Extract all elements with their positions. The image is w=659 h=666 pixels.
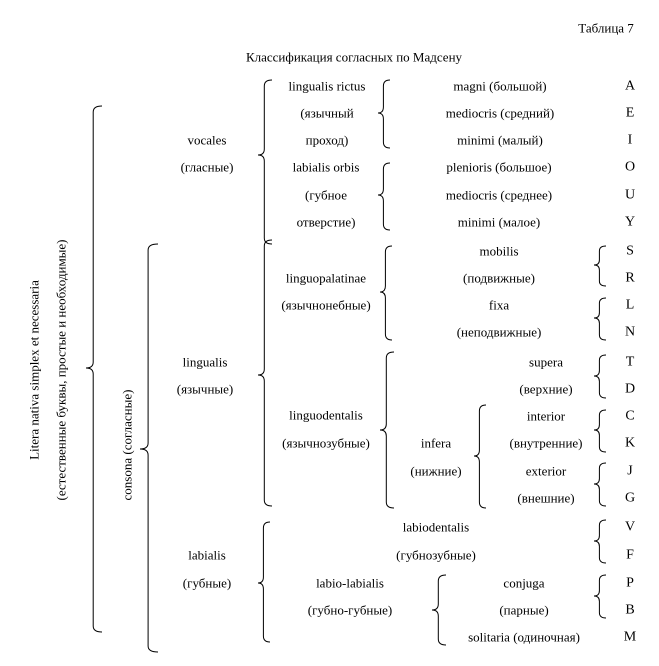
supera-latin: supera bbox=[529, 354, 563, 370]
letter-a: A bbox=[624, 78, 636, 94]
brace-linguodentalis bbox=[379, 351, 395, 509]
rictus-item-minimi: minimi (малый) bbox=[457, 132, 543, 148]
brace-infera bbox=[473, 404, 487, 509]
vocales-latin: vocales bbox=[187, 132, 227, 148]
conjuga-ru: (парные) bbox=[499, 602, 549, 618]
lingualis-rictus-latin: lingualis rictus bbox=[288, 78, 366, 94]
infera-latin: infera bbox=[420, 435, 452, 451]
rictus-item-mediocris: mediocris (средний) bbox=[445, 105, 555, 121]
letter-n: N bbox=[624, 324, 636, 340]
consona-label: consona (согласные) bbox=[119, 389, 135, 501]
brace-linguopalatinae bbox=[379, 245, 393, 341]
labiodentalis-latin: labiodentalis bbox=[402, 519, 470, 535]
labio-labialis-ru: (губно-губные) bbox=[307, 602, 393, 618]
diagram-title: Классификация согласных по Мадсену bbox=[245, 49, 463, 65]
labialis-orbis-ru2: отверстие) bbox=[296, 214, 356, 230]
brace-letters-vf bbox=[593, 519, 607, 564]
labialis-orbis-ru1: (губное bbox=[305, 187, 347, 203]
mobilis-latin: mobilis bbox=[479, 243, 519, 259]
mobilis-ru: (подвижные) bbox=[463, 270, 535, 286]
letter-v: V bbox=[624, 519, 636, 535]
brace-vocales bbox=[257, 79, 273, 245]
conjuga-latin: conjuga bbox=[503, 575, 545, 591]
labiodentalis-ru: (губнозубные) bbox=[396, 547, 476, 563]
brace-lingualis bbox=[257, 239, 273, 507]
root-label-line1: Litera nativa simplex et necessaria bbox=[26, 280, 42, 460]
letter-l: L bbox=[625, 297, 635, 313]
rictus-item-magni: magni (большой) bbox=[453, 78, 547, 94]
labialis-ru: (губные) bbox=[182, 575, 232, 591]
labio-labialis-latin: labio-labialis bbox=[316, 575, 384, 591]
letter-p: P bbox=[626, 575, 634, 591]
brace-letters-jg bbox=[593, 462, 607, 507]
vocales-ru: (гласные) bbox=[180, 159, 234, 175]
fixa-latin: fixa bbox=[488, 297, 510, 313]
letter-c: C bbox=[625, 408, 635, 424]
letter-o: O bbox=[624, 159, 636, 175]
orbis-item-mediocris: mediocris (среднее) bbox=[445, 187, 553, 203]
lingualis-rictus-ru1: (язычный bbox=[300, 105, 354, 121]
brace-labio-labialis bbox=[431, 574, 447, 646]
exterior-ru: (внешние) bbox=[517, 490, 575, 506]
infera-ru: (нижние) bbox=[410, 463, 462, 479]
supera-ru: (верхние) bbox=[519, 381, 573, 397]
brace-consona bbox=[139, 243, 159, 653]
interior-latin: interior bbox=[526, 408, 566, 424]
fixa-ru: (неподвижные) bbox=[456, 324, 542, 340]
brace-labialis-orbis bbox=[377, 162, 391, 231]
brace-letters-ck bbox=[593, 409, 607, 453]
letter-d: D bbox=[624, 381, 636, 397]
root-label-line2: (естественные буквы, простые и необходим… bbox=[53, 239, 69, 501]
linguopalatinae-latin: linguopalatinae bbox=[285, 270, 367, 286]
letter-i: I bbox=[627, 132, 633, 148]
linguodentalis-latin: linguodentalis bbox=[289, 407, 363, 423]
letter-j: J bbox=[627, 463, 633, 479]
lingualis-latin: lingualis bbox=[182, 354, 228, 370]
interior-ru: (внутренние) bbox=[509, 435, 583, 451]
letter-m: M bbox=[623, 629, 637, 645]
brace-letters-ln bbox=[593, 297, 607, 341]
labialis-latin: labialis bbox=[188, 547, 226, 563]
lingualis-rictus-ru2: проход) bbox=[305, 132, 349, 148]
brace-labialis bbox=[257, 521, 271, 643]
letter-k: K bbox=[624, 435, 636, 451]
letter-b: B bbox=[625, 602, 635, 618]
brace-letters-pb bbox=[593, 574, 607, 619]
table-label: Таблица 7 bbox=[578, 20, 634, 36]
lingualis-ru: (язычные) bbox=[176, 381, 234, 397]
orbis-item-minimi: minimi (малое) bbox=[457, 214, 541, 230]
exterior-latin: exterior bbox=[525, 463, 567, 479]
linguopalatinae-ru: (язычнонебные) bbox=[281, 297, 371, 313]
letter-t: T bbox=[625, 354, 635, 370]
letter-u: U bbox=[624, 187, 636, 203]
brace-lingualis-rictus bbox=[377, 79, 391, 149]
labialis-orbis-latin: labialis orbis bbox=[292, 159, 360, 175]
brace-letters-sr bbox=[593, 245, 607, 287]
linguodentalis-ru: (язычнозубные) bbox=[282, 435, 370, 451]
letter-g: G bbox=[624, 490, 636, 506]
letter-s: S bbox=[626, 243, 634, 259]
orbis-item-plenioris: plenioris (большое) bbox=[446, 159, 552, 175]
letter-e: E bbox=[625, 105, 635, 121]
brace-root bbox=[85, 105, 103, 633]
letter-f: F bbox=[626, 547, 634, 563]
solitaria-label: solitaria (одиночная) bbox=[468, 629, 580, 645]
letter-r: R bbox=[625, 270, 635, 286]
letter-y: Y bbox=[624, 214, 636, 230]
brace-letters-td bbox=[593, 354, 607, 399]
